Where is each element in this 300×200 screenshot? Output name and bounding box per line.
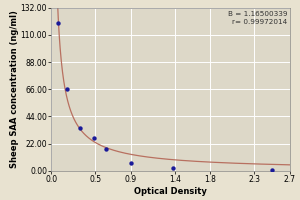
Point xyxy=(56,21,61,24)
Point xyxy=(77,126,82,129)
Y-axis label: Sheep SAA concentration (ng/ml): Sheep SAA concentration (ng/ml) xyxy=(10,10,19,168)
Point xyxy=(103,147,108,150)
Text: B = 1.16500339
r= 0.99972014: B = 1.16500339 r= 0.99972014 xyxy=(228,11,287,25)
Point xyxy=(171,167,176,170)
Point xyxy=(91,136,96,139)
Point xyxy=(270,169,274,172)
Point xyxy=(128,161,133,164)
X-axis label: Optical Density: Optical Density xyxy=(134,187,207,196)
Point xyxy=(65,88,70,91)
